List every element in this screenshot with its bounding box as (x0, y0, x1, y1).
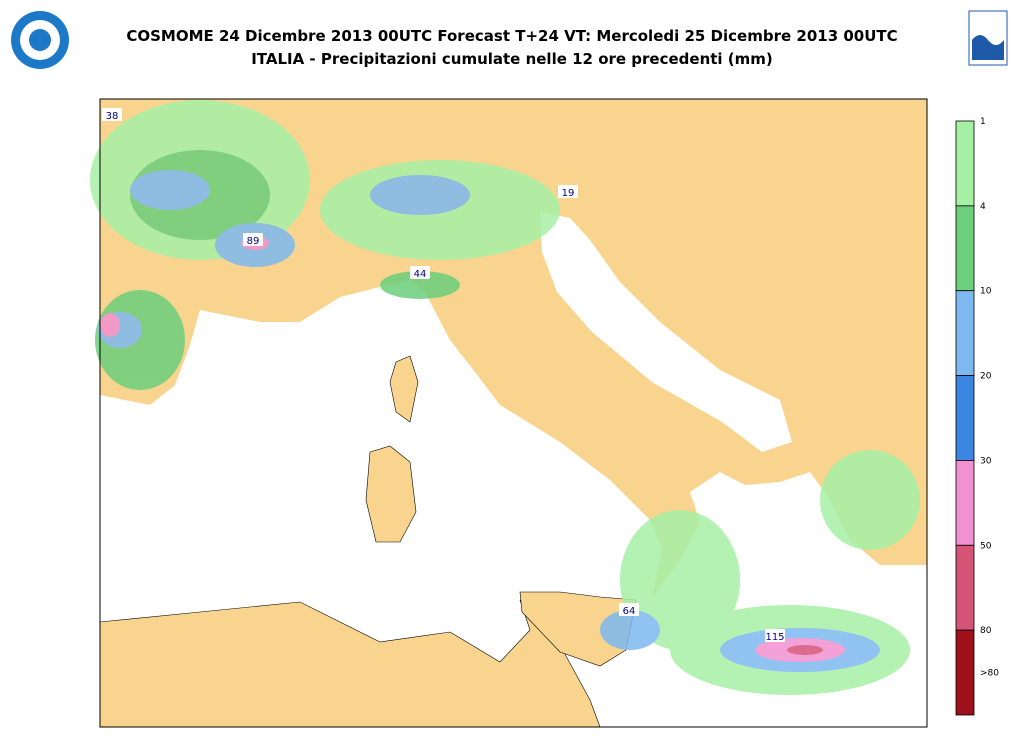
legend-swatch (955, 375, 975, 461)
title: COSMOME 24 Dicembre 2013 00UTC Forecast … (126, 27, 898, 45)
max-label: 19 (562, 188, 575, 199)
legend-swatch (955, 120, 975, 207)
label-box (102, 108, 122, 121)
max-label: 89 (247, 236, 260, 247)
legend-swatch (955, 290, 975, 376)
legend-label: 1 (980, 117, 986, 127)
legend-swatch (955, 544, 975, 631)
label-box (410, 266, 430, 279)
subtitle: ITALIA - Precipitazioni cumulate nelle 1… (251, 50, 773, 68)
legend-swatch (955, 205, 975, 292)
legend-label: 4 (980, 202, 986, 212)
corsica (389, 355, 419, 423)
label-box (243, 233, 263, 246)
label-box (558, 185, 578, 198)
max-label: 38 (106, 111, 119, 122)
legend-label: 20 (980, 372, 992, 382)
map (90, 98, 928, 728)
max-label: 115 (765, 632, 784, 643)
legend-label: 50 (980, 541, 992, 551)
legend-label: 80 (980, 626, 992, 636)
legend-label: 30 (980, 456, 992, 466)
adriatic-sea (540, 212, 792, 452)
max-label: 64 (623, 606, 636, 617)
legend-label: 10 (980, 287, 992, 297)
sardinia (365, 445, 417, 543)
label-box (765, 629, 785, 642)
precipitation (90, 100, 920, 695)
legend-swatch (955, 460, 975, 546)
legend-swatch (955, 629, 975, 716)
sicily (519, 591, 637, 667)
label-box (619, 603, 639, 616)
logo-right (968, 10, 1008, 66)
max-label: 44 (414, 269, 427, 280)
legend-label: >80 (980, 669, 999, 679)
logo-left (11, 11, 69, 69)
